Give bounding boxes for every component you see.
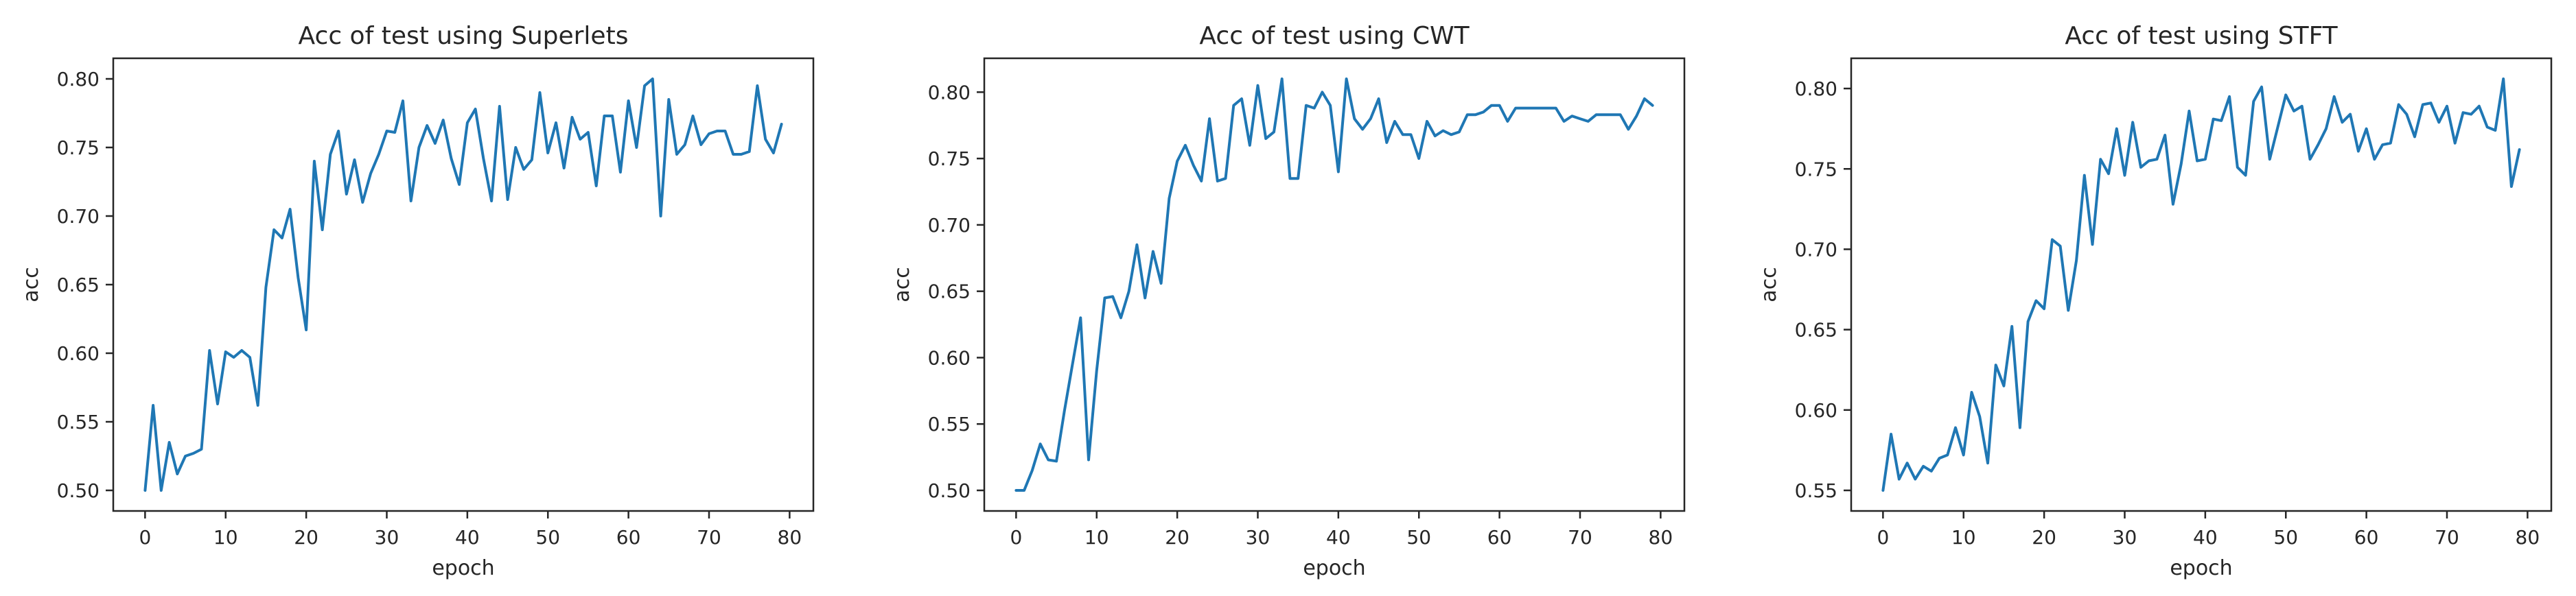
y-tick-label: 0.55 [1795,479,1837,502]
x-axis-label: epoch [2170,556,2232,580]
accuracy-line [143,78,783,492]
y-axis-label: acc [1757,267,1781,302]
chart-title: Acc of test using Superlets [299,22,629,50]
y-tick-label: 0.60 [57,342,100,365]
x-tick-label: 60 [2354,526,2379,549]
x-tick-label: 50 [1406,526,1431,549]
y-tick-label: 0.75 [928,147,971,170]
y-tick-label: 0.75 [57,136,100,159]
y-tick-label: 0.65 [928,281,971,303]
x-tick-label: 0 [1010,526,1022,549]
chart-superlets: Acc of test using Superlets epoch acc 0.… [0,0,859,596]
y-tick-label: 0.70 [57,205,100,228]
x-tick-label: 50 [2273,526,2298,549]
x-tick-label: 70 [2435,526,2459,549]
y-tick-label: 0.65 [57,274,100,296]
y-tick-label: 0.55 [928,413,971,436]
x-tick-label: 40 [455,526,480,549]
x-tick-label: 60 [1487,526,1512,549]
y-tick-label: 0.60 [1795,399,1837,422]
chart-cwt: Acc of test using CWT epoch acc 0.50 0.55… [859,0,1717,596]
x-tick-label: 30 [2113,526,2137,549]
accuracy-line [1014,78,1654,492]
x-tick-label: 20 [1165,526,1190,549]
x-axis-label: epoch [432,556,494,580]
x-tick-label: 70 [697,526,721,549]
x-tick-label: 20 [294,526,318,549]
y-tick-label: 0.50 [57,479,100,502]
y-axis-label: acc [19,267,43,302]
cwt-plot: Acc of test using CWT epoch acc 0.50 0.55… [890,22,1686,580]
chart-stft: Acc of test using STFT epoch acc 0.55 0.6… [1717,0,2576,596]
y-tick-label: 0.55 [57,411,100,433]
y-tick-label: 0.80 [57,68,100,91]
x-tick-label: 70 [1568,526,1592,549]
x-tick-label: 80 [2516,526,2540,549]
x-tick-label: 30 [1246,526,1270,549]
accuracy-line [1881,78,2521,492]
x-tick-label: 40 [1326,526,1351,549]
x-tick-label: 80 [778,526,802,549]
x-tick-label: 20 [2032,526,2056,549]
x-tick-label: 10 [1084,526,1109,549]
x-tick-label: 50 [535,526,560,549]
y-tick-label: 0.75 [1795,158,1837,180]
superlets-plot: Acc of test using Superlets epoch acc 0.… [19,22,815,580]
x-tick-label: 30 [375,526,399,549]
chart-title: Acc of test using CWT [1199,22,1470,50]
y-tick-label: 0.60 [928,346,971,369]
y-tick-label: 0.50 [928,479,971,502]
x-axis-label: epoch [1303,556,1365,580]
x-tick-label: 0 [139,526,151,549]
y-axis-label: acc [890,267,914,302]
y-tick-label: 0.80 [1795,78,1837,100]
y-tick-label: 0.80 [928,81,971,104]
y-tick-label: 0.70 [1795,238,1837,261]
x-tick-label: 60 [616,526,641,549]
x-tick-label: 40 [2193,526,2218,549]
axes-frame [112,57,815,512]
y-tick-label: 0.65 [1795,319,1837,342]
x-tick-label: 10 [213,526,238,549]
axes-frame [983,57,1686,512]
axes-frame [1850,57,2553,512]
y-tick-label: 0.70 [928,214,971,237]
x-tick-label: 80 [1649,526,1673,549]
x-tick-label: 0 [1877,526,1889,549]
stft-plot: Acc of test using STFT epoch acc 0.55 0.6… [1757,22,2553,580]
chart-title: Acc of test using STFT [2065,22,2338,50]
x-tick-label: 10 [1951,526,1976,549]
